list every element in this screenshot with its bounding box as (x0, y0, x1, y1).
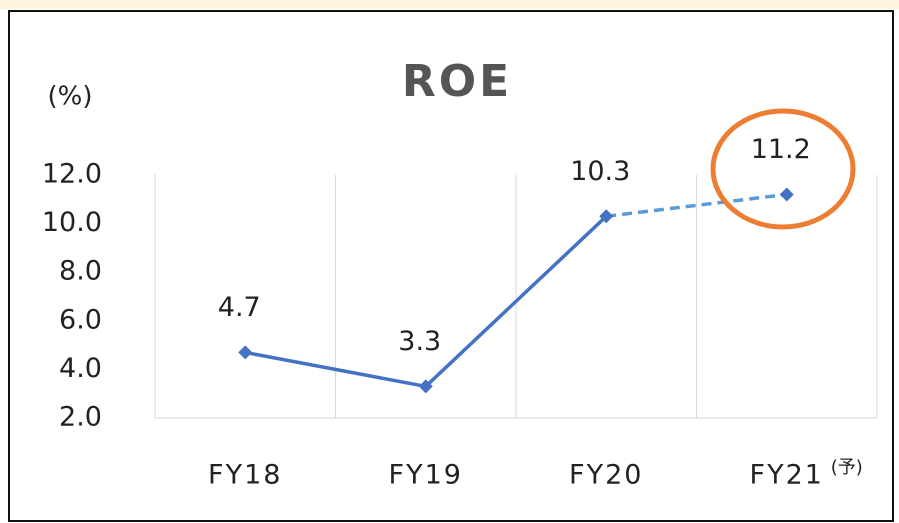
data-point (599, 209, 614, 224)
y-tick-label: 4.0 (59, 353, 102, 384)
data-label: 3.3 (398, 326, 441, 357)
x-tick-label: FY20 (569, 460, 643, 491)
x-tick-label: FY19 (389, 460, 463, 491)
y-tick-label: 8.0 (59, 256, 102, 287)
frame (8, 10, 894, 522)
y-tick-label: 10.0 (42, 207, 102, 238)
y-tick-label: 12.0 (42, 159, 102, 190)
data-point (418, 379, 433, 394)
line-segment (424, 215, 608, 388)
x-tick-label: FY21 (750, 460, 824, 491)
data-point (779, 187, 794, 202)
data-label: 11.2 (751, 134, 811, 165)
line-segment (606, 192, 787, 219)
line-segment (244, 350, 427, 389)
chart-title: ROE (402, 56, 512, 107)
y-tick-label: 6.0 (59, 304, 102, 335)
x-tick-label: FY18 (208, 460, 282, 491)
forecast-mark: (予) (831, 457, 863, 478)
data-point (238, 345, 253, 360)
top-strip (0, 0, 899, 9)
y-tick-label: 2.0 (59, 402, 102, 433)
data-label: 4.7 (218, 292, 261, 323)
data-label: 10.3 (570, 156, 630, 187)
y-axis-label: (%) (48, 82, 93, 112)
highlight-circle (710, 108, 856, 230)
